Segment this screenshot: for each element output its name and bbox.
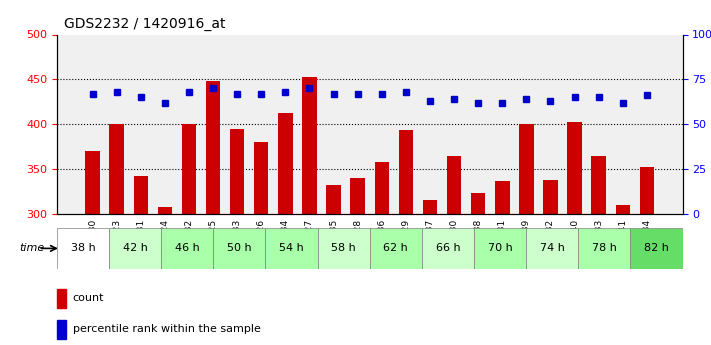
FancyBboxPatch shape — [213, 228, 265, 269]
FancyBboxPatch shape — [318, 228, 370, 269]
Text: time: time — [19, 244, 45, 253]
Bar — [254, 142, 269, 214]
Text: count: count — [73, 294, 104, 303]
FancyBboxPatch shape — [526, 228, 578, 269]
FancyBboxPatch shape — [631, 228, 683, 269]
Bar — [495, 181, 510, 214]
Bar — [471, 193, 486, 214]
Bar — [158, 207, 172, 214]
Text: 78 h: 78 h — [592, 244, 616, 253]
Text: 58 h: 58 h — [331, 244, 356, 253]
FancyBboxPatch shape — [57, 228, 109, 269]
Bar — [543, 180, 557, 214]
FancyBboxPatch shape — [161, 228, 213, 269]
FancyBboxPatch shape — [578, 228, 631, 269]
Bar — [205, 81, 220, 214]
Bar — [399, 130, 413, 214]
Text: 82 h: 82 h — [644, 244, 669, 253]
Text: 66 h: 66 h — [436, 244, 460, 253]
FancyBboxPatch shape — [265, 228, 318, 269]
Text: 62 h: 62 h — [383, 244, 408, 253]
Bar — [519, 124, 534, 214]
FancyBboxPatch shape — [109, 228, 161, 269]
Bar — [616, 205, 630, 214]
FancyBboxPatch shape — [474, 228, 526, 269]
Text: 54 h: 54 h — [279, 244, 304, 253]
Bar — [351, 178, 365, 214]
Text: 38 h: 38 h — [70, 244, 95, 253]
Bar — [57, 320, 66, 339]
Bar — [85, 151, 100, 214]
Bar — [109, 124, 124, 214]
FancyBboxPatch shape — [370, 228, 422, 269]
Bar — [230, 129, 245, 214]
Text: 42 h: 42 h — [123, 244, 147, 253]
Bar — [640, 167, 654, 214]
Text: 70 h: 70 h — [488, 244, 513, 253]
Text: 50 h: 50 h — [227, 244, 252, 253]
FancyBboxPatch shape — [422, 228, 474, 269]
Bar — [447, 156, 461, 214]
Bar — [567, 121, 582, 214]
Bar — [182, 124, 196, 214]
Text: 74 h: 74 h — [540, 244, 565, 253]
Bar — [302, 77, 316, 214]
Bar — [57, 289, 66, 308]
Bar — [592, 156, 606, 214]
Bar — [134, 176, 148, 214]
Bar — [278, 112, 293, 214]
Bar — [423, 200, 437, 214]
Bar — [375, 162, 389, 214]
Bar — [326, 185, 341, 214]
Text: percentile rank within the sample: percentile rank within the sample — [73, 325, 260, 334]
Text: 46 h: 46 h — [175, 244, 200, 253]
Text: GDS2232 / 1420916_at: GDS2232 / 1420916_at — [64, 17, 225, 31]
